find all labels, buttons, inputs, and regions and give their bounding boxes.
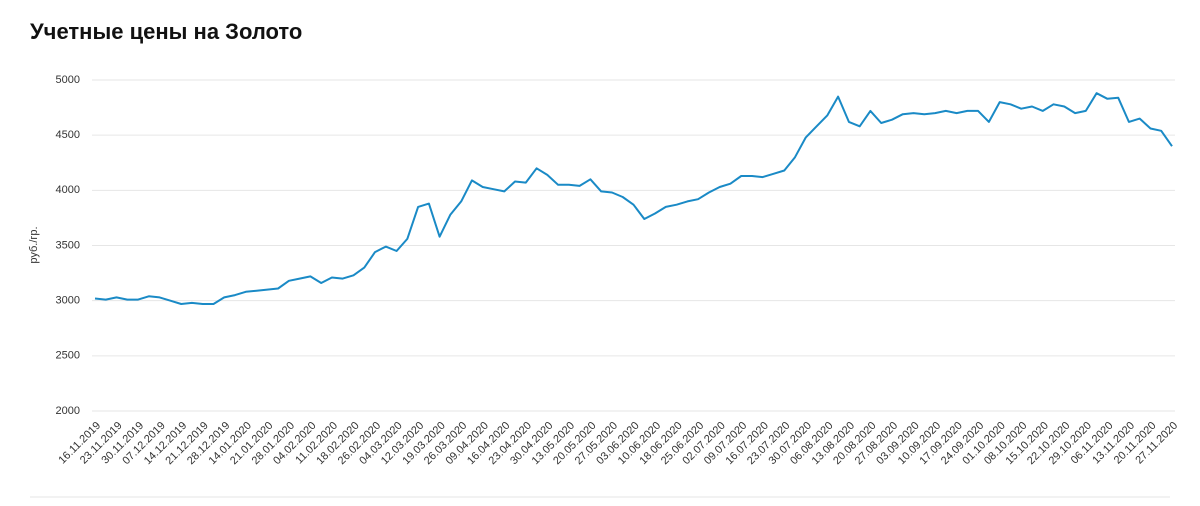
line xyxy=(94,92,1173,305)
y-tick-label: 4000 xyxy=(56,184,80,196)
y-tick-label: 5000 xyxy=(56,74,80,86)
y-tick-label: 4500 xyxy=(56,129,80,141)
y-tick-label: 2000 xyxy=(56,405,80,417)
y-axis-label: руб./гр. xyxy=(28,226,40,263)
y-tick-label: 3000 xyxy=(56,295,80,307)
chart-title: Учетные цены на Золото xyxy=(30,19,302,44)
y-tick-label: 3500 xyxy=(56,239,80,251)
y-tick-label: 2500 xyxy=(56,350,80,362)
